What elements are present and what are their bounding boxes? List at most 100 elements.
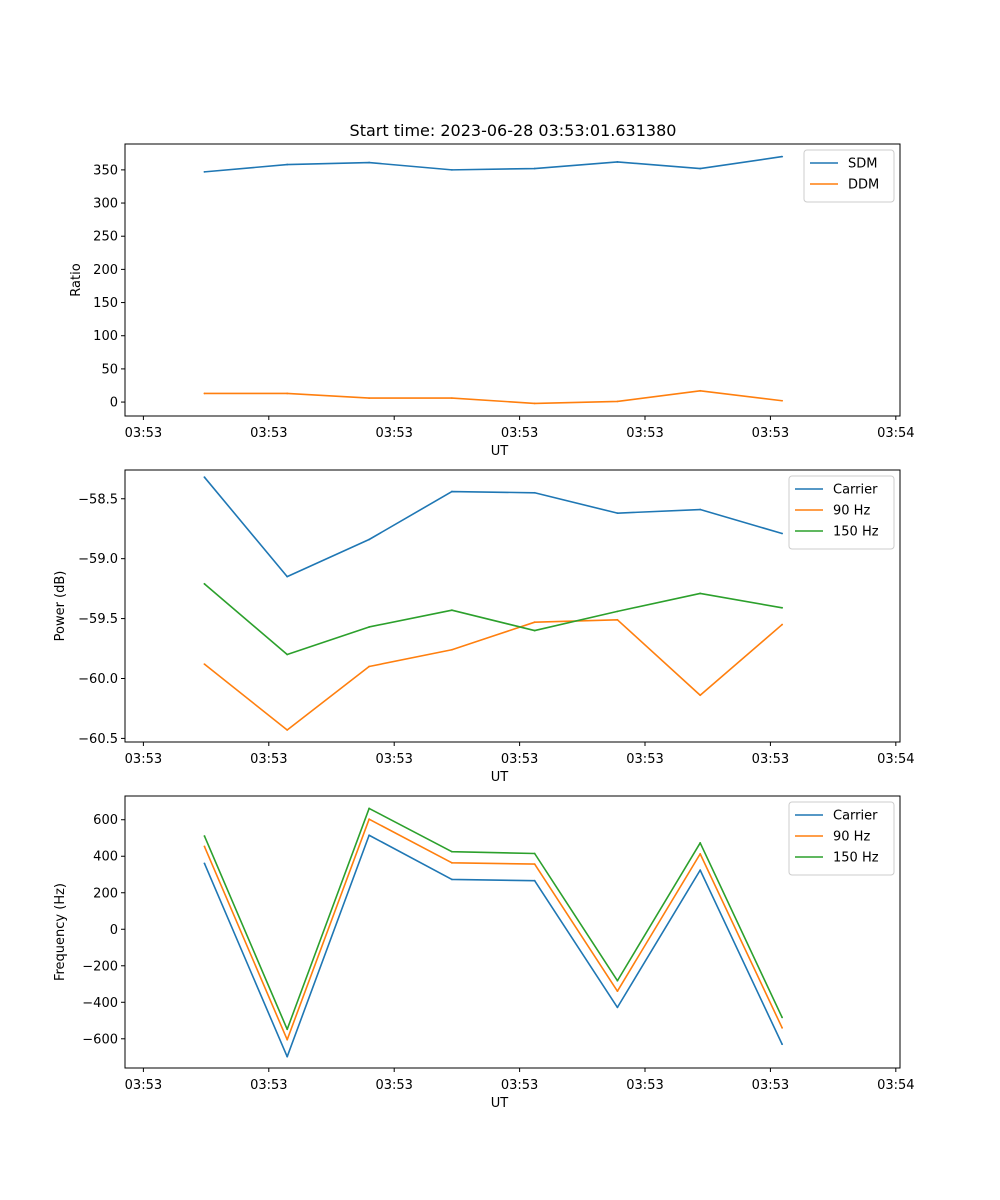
y-tick-label: −200 (82, 959, 118, 974)
y-tick-label: 400 (93, 850, 118, 865)
x-tick-label: 03:53 (626, 426, 663, 441)
data-point (699, 842, 702, 844)
data-point (533, 879, 536, 882)
x-tick-label: 03:53 (626, 1078, 663, 1093)
series-line-3 (203, 583, 783, 656)
y-tick-label: 200 (93, 886, 118, 901)
data-point (286, 729, 289, 731)
legend: Carrier 90 Hz 150 Hz (788, 475, 895, 550)
x-tick-label: 03:53 (375, 426, 412, 441)
panel-3: −600 −400 −200 0 200 400 600 03:53 03:53 03:53 03:… (53, 795, 915, 1111)
legend: SDM DDM (803, 149, 895, 203)
data-point (533, 621, 536, 624)
x-tick-label: 03:53 (501, 426, 538, 441)
x-tick-label: 03:53 (501, 752, 538, 767)
x-tick-label: 03:53 (125, 752, 162, 767)
data-point (533, 402, 536, 405)
data-point (450, 397, 453, 399)
legend-entry-label: 150 Hz (833, 525, 879, 540)
x-tick-label: 03:53 (125, 426, 162, 441)
y-tick-label: −60.0 (78, 672, 118, 687)
x-tick-label: 03:54 (877, 426, 914, 441)
data-point (781, 1043, 784, 1046)
data-point (450, 168, 453, 171)
x-axis-label: UT (491, 1096, 509, 1111)
x-tick-label: 03:53 (626, 752, 663, 767)
data-point (286, 163, 289, 166)
data-point (450, 648, 453, 651)
series-line-3 (203, 807, 783, 1031)
data-point (699, 167, 702, 170)
data-point (699, 694, 702, 697)
series-line-2 (204, 389, 783, 405)
data-point (616, 512, 619, 515)
data-point (781, 155, 784, 158)
legend: Carrier 90 Hz 150 Hz (788, 801, 895, 876)
y-axis-label: Power (dB) (53, 571, 68, 642)
data-point (616, 161, 619, 163)
data-point (368, 626, 371, 628)
data-point (781, 1016, 784, 1019)
x-tick-label: 03:53 (250, 426, 287, 441)
y-tick-label: −60.5 (78, 732, 118, 747)
data-point (616, 618, 619, 621)
axes-frame (124, 795, 901, 1069)
data-point (368, 397, 371, 399)
y-tick-label: 600 (93, 813, 118, 828)
y-tick-label: 250 (93, 230, 118, 245)
x-tick-label: 03:53 (752, 426, 789, 441)
axes-frame (124, 469, 901, 743)
y-tick-label: 200 (93, 263, 118, 278)
x-tick-label: 03:53 (375, 1078, 412, 1093)
x-axis-label: UT (491, 444, 509, 459)
y-tick-label: 0 (110, 923, 118, 938)
data-point (450, 861, 453, 864)
series-line-2 (203, 618, 783, 731)
legend-entry-label: SDM (848, 157, 877, 172)
data-point (781, 399, 784, 402)
y-tick-label: −59.0 (78, 552, 118, 567)
y-tick-label: 100 (93, 329, 118, 344)
data-point (286, 392, 289, 395)
x-tick-label: 03:53 (125, 1078, 162, 1093)
data-point (450, 490, 453, 493)
data-point (699, 869, 702, 872)
data-point (368, 161, 371, 164)
legend-entry-label: 150 Hz (833, 851, 879, 866)
y-tick-label: −58.5 (78, 492, 118, 507)
data-point (533, 629, 536, 632)
data-point (450, 609, 453, 612)
data-point (203, 170, 206, 173)
data-point (368, 538, 371, 541)
panel-1: 0 50 100 150 200 250 300 350 03:53 03:53 03:53 03:5… (69, 143, 915, 459)
y-axis-label: Frequency (Hz) (53, 883, 68, 981)
data-point (699, 592, 702, 595)
x-tick-label: 03:54 (877, 1078, 914, 1093)
data-point (699, 508, 702, 511)
x-tick-label: 03:53 (752, 1078, 789, 1093)
data-point (368, 834, 371, 837)
data-point (616, 979, 619, 982)
data-point (368, 807, 371, 810)
x-tick-label: 03:54 (877, 752, 914, 767)
y-tick-label: 300 (93, 197, 118, 212)
legend-entry-label: 90 Hz (833, 830, 870, 845)
x-tick-label: 03:53 (250, 752, 287, 767)
x-tick-label: 03:53 (250, 1078, 287, 1093)
data-point (699, 852, 702, 855)
figure-title: Start time: 2023-06-28 03:53:01.631380 (350, 121, 677, 140)
data-point (203, 392, 206, 395)
data-point (781, 1026, 784, 1029)
data-point (616, 400, 619, 403)
x-axis-label: UT (491, 770, 509, 785)
data-point (203, 663, 206, 666)
data-point (533, 167, 536, 170)
data-point (368, 818, 371, 821)
series-line-2 (203, 818, 783, 1041)
y-tick-label: 150 (93, 296, 118, 311)
x-tick-label: 03:53 (375, 752, 412, 767)
legend-entry-label: Carrier (833, 483, 878, 498)
axes-frame (124, 143, 901, 417)
data-point (286, 653, 289, 656)
